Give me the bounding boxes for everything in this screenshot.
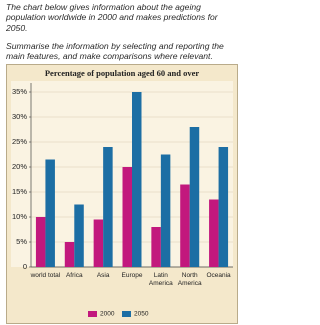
bar: [35, 217, 46, 267]
bar: [103, 147, 113, 267]
x-tick-label: Oceania: [206, 272, 231, 279]
bar: [122, 167, 132, 267]
y-tick-label: 25%: [12, 137, 27, 146]
bar: [74, 204, 84, 267]
y-tick-label: 5%: [16, 237, 27, 246]
chart: Percentage of population aged 60 and ove…: [11, 68, 233, 318]
legend-label: 2000: [100, 311, 115, 318]
y-tick-label: 15%: [12, 187, 27, 196]
y-tick-label: 30%: [12, 112, 27, 121]
bar: [189, 127, 200, 267]
bar: [151, 227, 161, 267]
x-tick-label: world total: [30, 272, 61, 279]
y-tick-label: 0: [23, 262, 27, 271]
bar: [64, 242, 75, 267]
chart-frame: Percentage of population aged 60 and ove…: [6, 64, 238, 324]
bar: [93, 219, 104, 267]
x-tick-label: North America: [177, 272, 202, 287]
x-tick-label: Asia: [96, 272, 110, 279]
x-tick-label: Africa: [65, 272, 83, 279]
x-tick-label: Latin America: [148, 272, 173, 287]
legend-swatch: [88, 311, 97, 317]
prompt-text: The chart below gives information about …: [6, 2, 218, 33]
y-tick-label: 35%: [12, 87, 27, 96]
page: {"prompt": ["The chart below gives infor…: [6, 2, 238, 324]
x-tick-label: Europe: [121, 272, 143, 279]
bar: [218, 147, 229, 267]
legend-swatch: [122, 311, 131, 317]
y-tick-label: 20%: [12, 162, 27, 171]
y-tick-label: 10%: [12, 212, 27, 221]
legend-label: 2050: [134, 311, 149, 318]
bar: [209, 199, 219, 267]
bar: [132, 92, 142, 267]
bar: [180, 184, 190, 267]
prompt-text: Summarise the information by selecting a…: [6, 41, 224, 62]
bar: [160, 154, 171, 267]
chart-title: Percentage of population aged 60 and ove…: [45, 68, 199, 78]
bar: [45, 159, 55, 267]
